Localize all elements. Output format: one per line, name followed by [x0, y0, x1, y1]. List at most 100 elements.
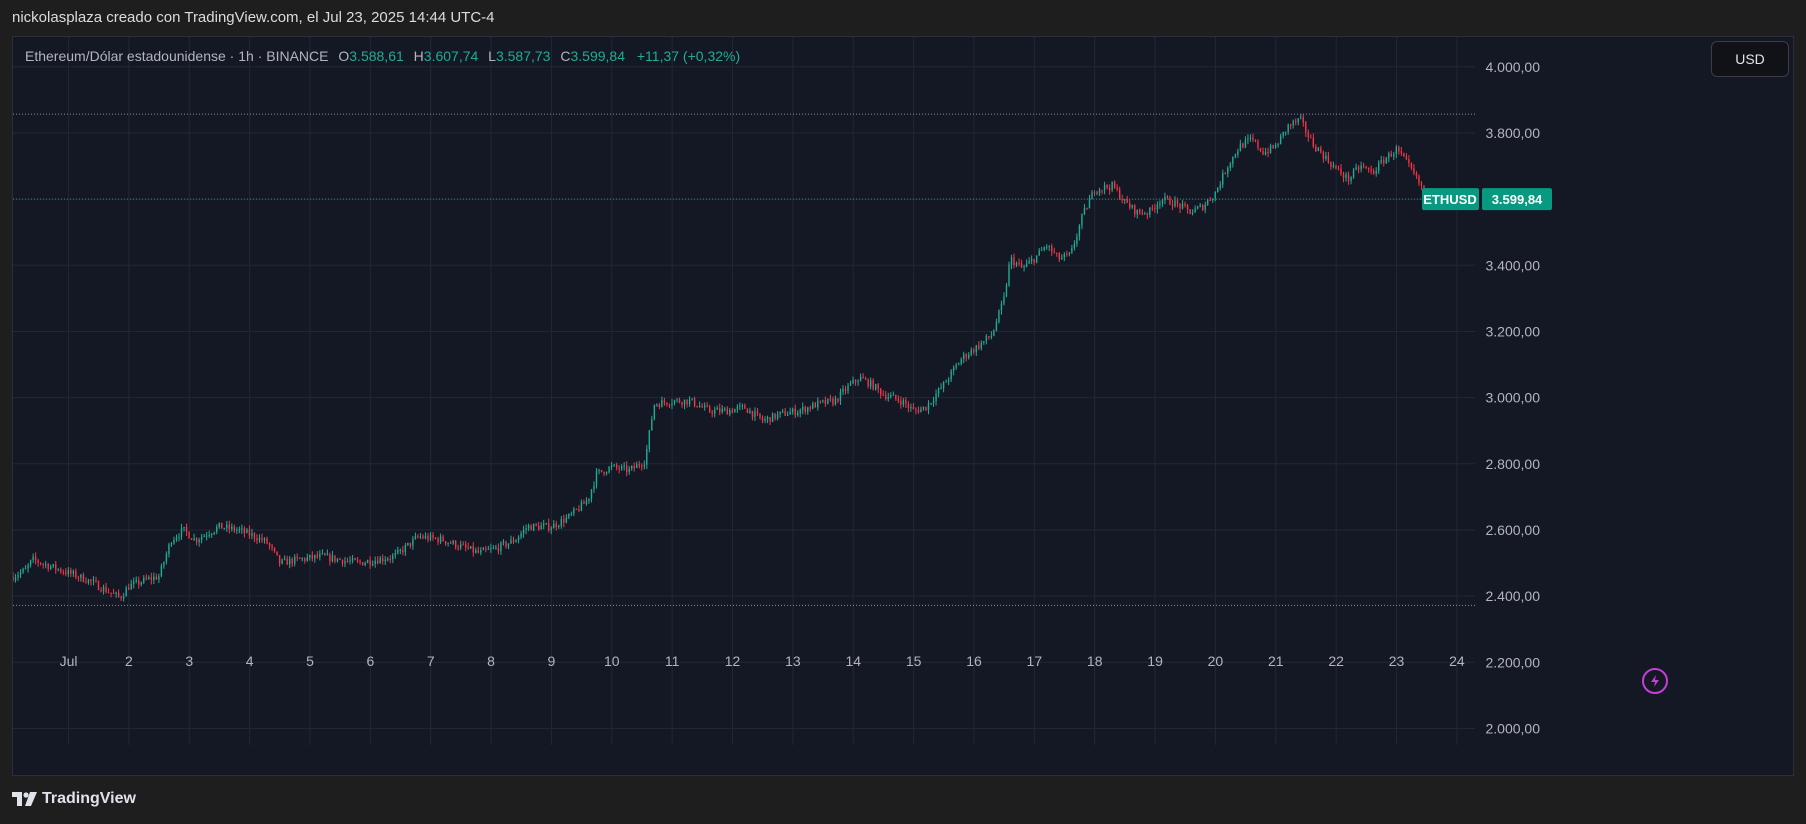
candle-body[interactable]	[693, 398, 696, 406]
candle-body[interactable]	[1146, 213, 1149, 215]
candle-body[interactable]	[180, 528, 183, 537]
candle-body[interactable]	[384, 560, 386, 562]
candle-body[interactable]	[65, 572, 67, 575]
candle-body[interactable]	[319, 553, 321, 558]
candle-body[interactable]	[1357, 167, 1360, 170]
candle-body[interactable]	[178, 536, 180, 538]
candle-body[interactable]	[90, 579, 92, 582]
candle-body[interactable]	[256, 538, 258, 541]
candle-body[interactable]	[236, 529, 238, 531]
candle-body[interactable]	[570, 513, 573, 515]
candle-body[interactable]	[1224, 172, 1226, 174]
candle-body[interactable]	[314, 554, 316, 559]
candle-body[interactable]	[1005, 285, 1008, 297]
candle-body[interactable]	[1378, 162, 1380, 172]
candle-body[interactable]	[1129, 203, 1131, 208]
candle-body[interactable]	[651, 419, 653, 431]
candle-body[interactable]	[195, 538, 198, 543]
candle-body[interactable]	[937, 388, 940, 394]
candle-body[interactable]	[877, 384, 879, 389]
candle-body[interactable]	[1186, 205, 1189, 210]
candle-body[interactable]	[628, 468, 630, 472]
candle-body[interactable]	[867, 379, 869, 387]
candle-body[interactable]	[1063, 253, 1066, 258]
candle-body[interactable]	[807, 407, 809, 413]
candle-body[interactable]	[673, 400, 676, 404]
candle-body[interactable]	[1365, 166, 1367, 168]
candle-body[interactable]	[208, 535, 210, 537]
candle-body[interactable]	[110, 592, 112, 594]
candle-body[interactable]	[520, 533, 522, 538]
candle-body[interactable]	[791, 408, 794, 412]
candle-body[interactable]	[741, 405, 744, 407]
candle-body[interactable]	[1134, 205, 1136, 215]
candle-body[interactable]	[17, 575, 19, 578]
candle-body[interactable]	[794, 408, 796, 416]
candle-body[interactable]	[402, 549, 404, 553]
candle-body[interactable]	[369, 560, 371, 565]
candle-body[interactable]	[706, 405, 708, 407]
candle-body[interactable]	[1347, 174, 1350, 182]
candle-body[interactable]	[1058, 253, 1060, 260]
candle-body[interactable]	[960, 358, 962, 364]
candle-body[interactable]	[42, 564, 44, 566]
candle-body[interactable]	[859, 376, 862, 382]
candle-body[interactable]	[515, 540, 517, 543]
candle-body[interactable]	[1141, 212, 1143, 214]
candle-body[interactable]	[1413, 168, 1415, 174]
candle-body[interactable]	[917, 409, 920, 413]
candle-body[interactable]	[661, 400, 663, 408]
candle-body[interactable]	[507, 543, 510, 547]
candle-body[interactable]	[829, 398, 832, 400]
candle-body[interactable]	[1121, 198, 1123, 201]
candle-body[interactable]	[1292, 120, 1294, 126]
candle-body[interactable]	[130, 583, 132, 590]
candle-body[interactable]	[874, 384, 877, 390]
candle-body[interactable]	[404, 544, 407, 553]
candle-body[interactable]	[276, 551, 278, 556]
candle-body[interactable]	[190, 538, 193, 540]
candle-body[interactable]	[555, 523, 557, 528]
candle-body[interactable]	[1222, 172, 1224, 185]
candle-body[interactable]	[477, 550, 480, 553]
candle-body[interactable]	[973, 349, 975, 353]
candle-body[interactable]	[138, 579, 140, 585]
candle-body[interactable]	[827, 398, 829, 404]
candle-body[interactable]	[500, 542, 502, 552]
candle-body[interactable]	[1232, 156, 1234, 164]
candle-body[interactable]	[744, 405, 746, 409]
candle-body[interactable]	[95, 580, 97, 582]
chart-panel[interactable]: 4.000,003.800,003.600,003.400,003.200,00…	[12, 36, 1794, 776]
candle-body[interactable]	[1247, 138, 1249, 140]
candle-body[interactable]	[922, 406, 925, 409]
candle-body[interactable]	[610, 465, 613, 468]
candle-body[interactable]	[769, 417, 771, 422]
candle-body[interactable]	[1259, 148, 1262, 151]
candle-body[interactable]	[638, 464, 640, 466]
candle-body[interactable]	[92, 580, 95, 582]
candle-body[interactable]	[193, 538, 195, 540]
candle-body[interactable]	[1015, 263, 1018, 266]
candle-body[interactable]	[683, 399, 686, 405]
candle-body[interactable]	[771, 413, 774, 422]
candle-body[interactable]	[324, 553, 326, 556]
candle-body[interactable]	[892, 394, 894, 396]
candle-body[interactable]	[278, 555, 281, 564]
candle-body[interactable]	[185, 526, 188, 532]
candle-body[interactable]	[970, 349, 972, 355]
candle-body[interactable]	[226, 524, 228, 529]
candle-body[interactable]	[165, 553, 168, 563]
candle-body[interactable]	[173, 539, 175, 544]
candle-body[interactable]	[1086, 208, 1088, 210]
candle-body[interactable]	[583, 501, 585, 504]
candle-body[interactable]	[854, 379, 857, 382]
candle-body[interactable]	[1000, 303, 1003, 311]
candle-body[interactable]	[1191, 212, 1194, 214]
candle-body[interactable]	[52, 564, 54, 567]
candle-body[interactable]	[145, 577, 148, 579]
lightning-icon[interactable]	[1642, 668, 1668, 694]
candle-body[interactable]	[47, 564, 49, 570]
candle-body[interactable]	[490, 548, 492, 550]
candle-body[interactable]	[990, 335, 993, 338]
candle-body[interactable]	[998, 310, 1000, 323]
